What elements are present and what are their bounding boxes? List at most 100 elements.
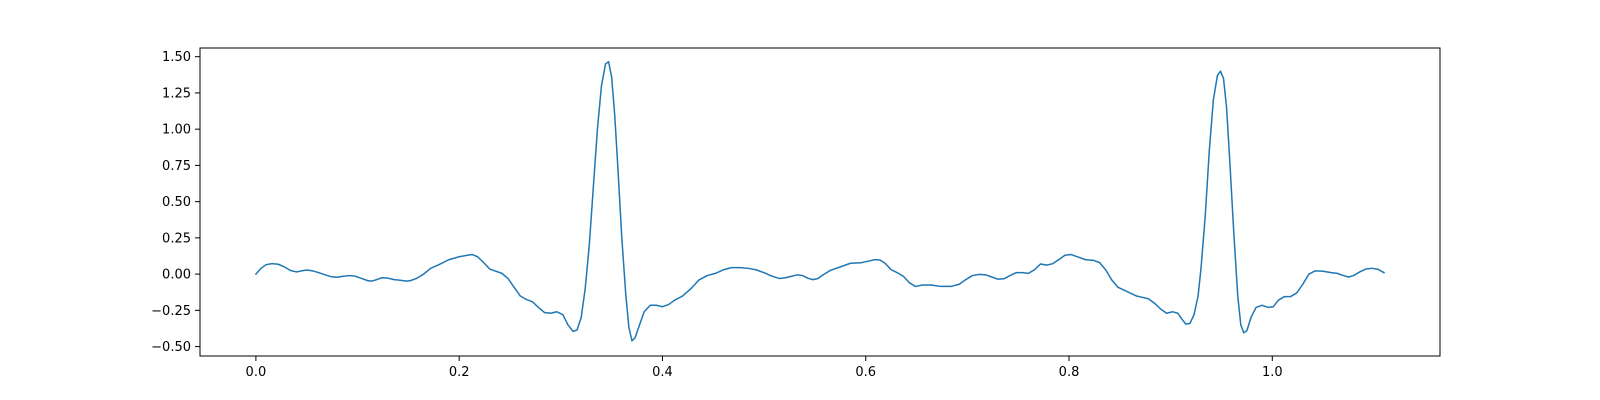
data-point bbox=[706, 274, 708, 277]
data-point bbox=[596, 128, 599, 130]
data-point bbox=[330, 276, 332, 278]
data-point bbox=[802, 274, 804, 277]
data-point bbox=[625, 295, 627, 297]
data-point bbox=[1039, 263, 1042, 265]
data-point bbox=[1353, 274, 1355, 277]
data-point bbox=[1237, 295, 1239, 297]
data-point bbox=[1135, 295, 1137, 297]
data-point bbox=[543, 311, 546, 314]
data-point bbox=[501, 272, 503, 274]
data-point bbox=[342, 275, 344, 277]
data-point bbox=[367, 280, 369, 282]
data-point bbox=[1015, 272, 1017, 274]
data-point bbox=[1255, 306, 1257, 309]
data-point bbox=[255, 273, 257, 275]
data-point bbox=[778, 277, 780, 280]
data-point bbox=[1092, 259, 1095, 261]
data-point bbox=[628, 327, 630, 329]
data-point bbox=[405, 280, 407, 282]
data-point bbox=[354, 275, 357, 277]
y-tick-label: 1.25 bbox=[162, 86, 191, 101]
data-point bbox=[1222, 77, 1225, 80]
data-point bbox=[631, 340, 633, 342]
data-point bbox=[1197, 295, 1199, 297]
x-tick-label: 0.6 bbox=[855, 365, 876, 380]
data-point bbox=[698, 279, 700, 281]
data-point bbox=[393, 279, 395, 281]
data-point bbox=[784, 277, 787, 279]
data-point bbox=[1216, 74, 1219, 77]
data-point bbox=[849, 262, 852, 264]
x-tick-label: 1.0 bbox=[1262, 365, 1283, 380]
data-point bbox=[1117, 286, 1119, 288]
data-point bbox=[399, 279, 401, 281]
x-tick-label: 0.2 bbox=[449, 365, 470, 380]
data-point bbox=[1193, 314, 1195, 316]
data-point bbox=[771, 275, 773, 277]
data-point bbox=[361, 277, 363, 280]
data-point bbox=[1208, 150, 1210, 152]
y-tick-label: 0.75 bbox=[162, 159, 191, 174]
data-point bbox=[930, 284, 932, 286]
data-point bbox=[271, 263, 273, 265]
x-tick-label: 0.8 bbox=[1059, 365, 1080, 380]
data-point bbox=[1246, 330, 1248, 332]
data-point bbox=[576, 329, 578, 331]
data-point bbox=[513, 286, 515, 288]
plot-frame bbox=[199, 47, 1441, 357]
data-point bbox=[495, 270, 497, 272]
data-point bbox=[381, 277, 383, 279]
data-point bbox=[730, 266, 733, 269]
data-point bbox=[763, 272, 765, 274]
data-point bbox=[1229, 157, 1231, 159]
data-point bbox=[1098, 261, 1101, 264]
data-point bbox=[914, 285, 917, 288]
data-point bbox=[739, 266, 741, 269]
data-point bbox=[1200, 266, 1202, 268]
data-point bbox=[604, 63, 607, 65]
data-point bbox=[519, 295, 521, 297]
data-point bbox=[1371, 267, 1373, 269]
data-point bbox=[567, 324, 569, 326]
data-point bbox=[755, 269, 757, 271]
data-point bbox=[1267, 306, 1269, 309]
data-point bbox=[1046, 264, 1048, 266]
data-point bbox=[537, 306, 540, 309]
y-tick-label: 0.50 bbox=[162, 195, 191, 210]
data-point bbox=[1172, 311, 1174, 313]
data-point bbox=[1021, 272, 1023, 274]
data-point bbox=[531, 301, 533, 303]
data-point bbox=[874, 259, 876, 261]
data-point bbox=[336, 276, 338, 278]
data-point bbox=[301, 270, 303, 272]
data-point bbox=[634, 337, 636, 339]
data-point bbox=[890, 269, 892, 271]
data-point bbox=[1064, 254, 1066, 256]
data-point bbox=[1314, 270, 1316, 272]
data-point bbox=[409, 280, 411, 282]
data-point bbox=[1141, 296, 1143, 298]
data-point bbox=[592, 186, 594, 188]
data-point bbox=[1250, 316, 1252, 319]
data-point bbox=[1105, 269, 1107, 271]
data-point bbox=[1058, 259, 1060, 261]
data-point bbox=[1153, 302, 1155, 304]
data-point bbox=[860, 262, 862, 264]
data-point bbox=[908, 282, 911, 284]
data-point bbox=[643, 311, 645, 313]
data-point bbox=[1027, 272, 1029, 274]
data-point bbox=[896, 272, 898, 274]
data-point bbox=[747, 267, 749, 269]
data-point bbox=[991, 276, 993, 278]
data-point bbox=[611, 76, 613, 78]
data-point bbox=[306, 269, 308, 271]
data-point bbox=[1033, 269, 1036, 271]
data-point bbox=[1123, 289, 1125, 291]
series-points bbox=[255, 61, 1385, 342]
data-point bbox=[997, 278, 999, 280]
y-tick-label: 0.00 bbox=[162, 268, 191, 283]
data-point bbox=[812, 279, 814, 281]
data-point bbox=[458, 256, 460, 258]
